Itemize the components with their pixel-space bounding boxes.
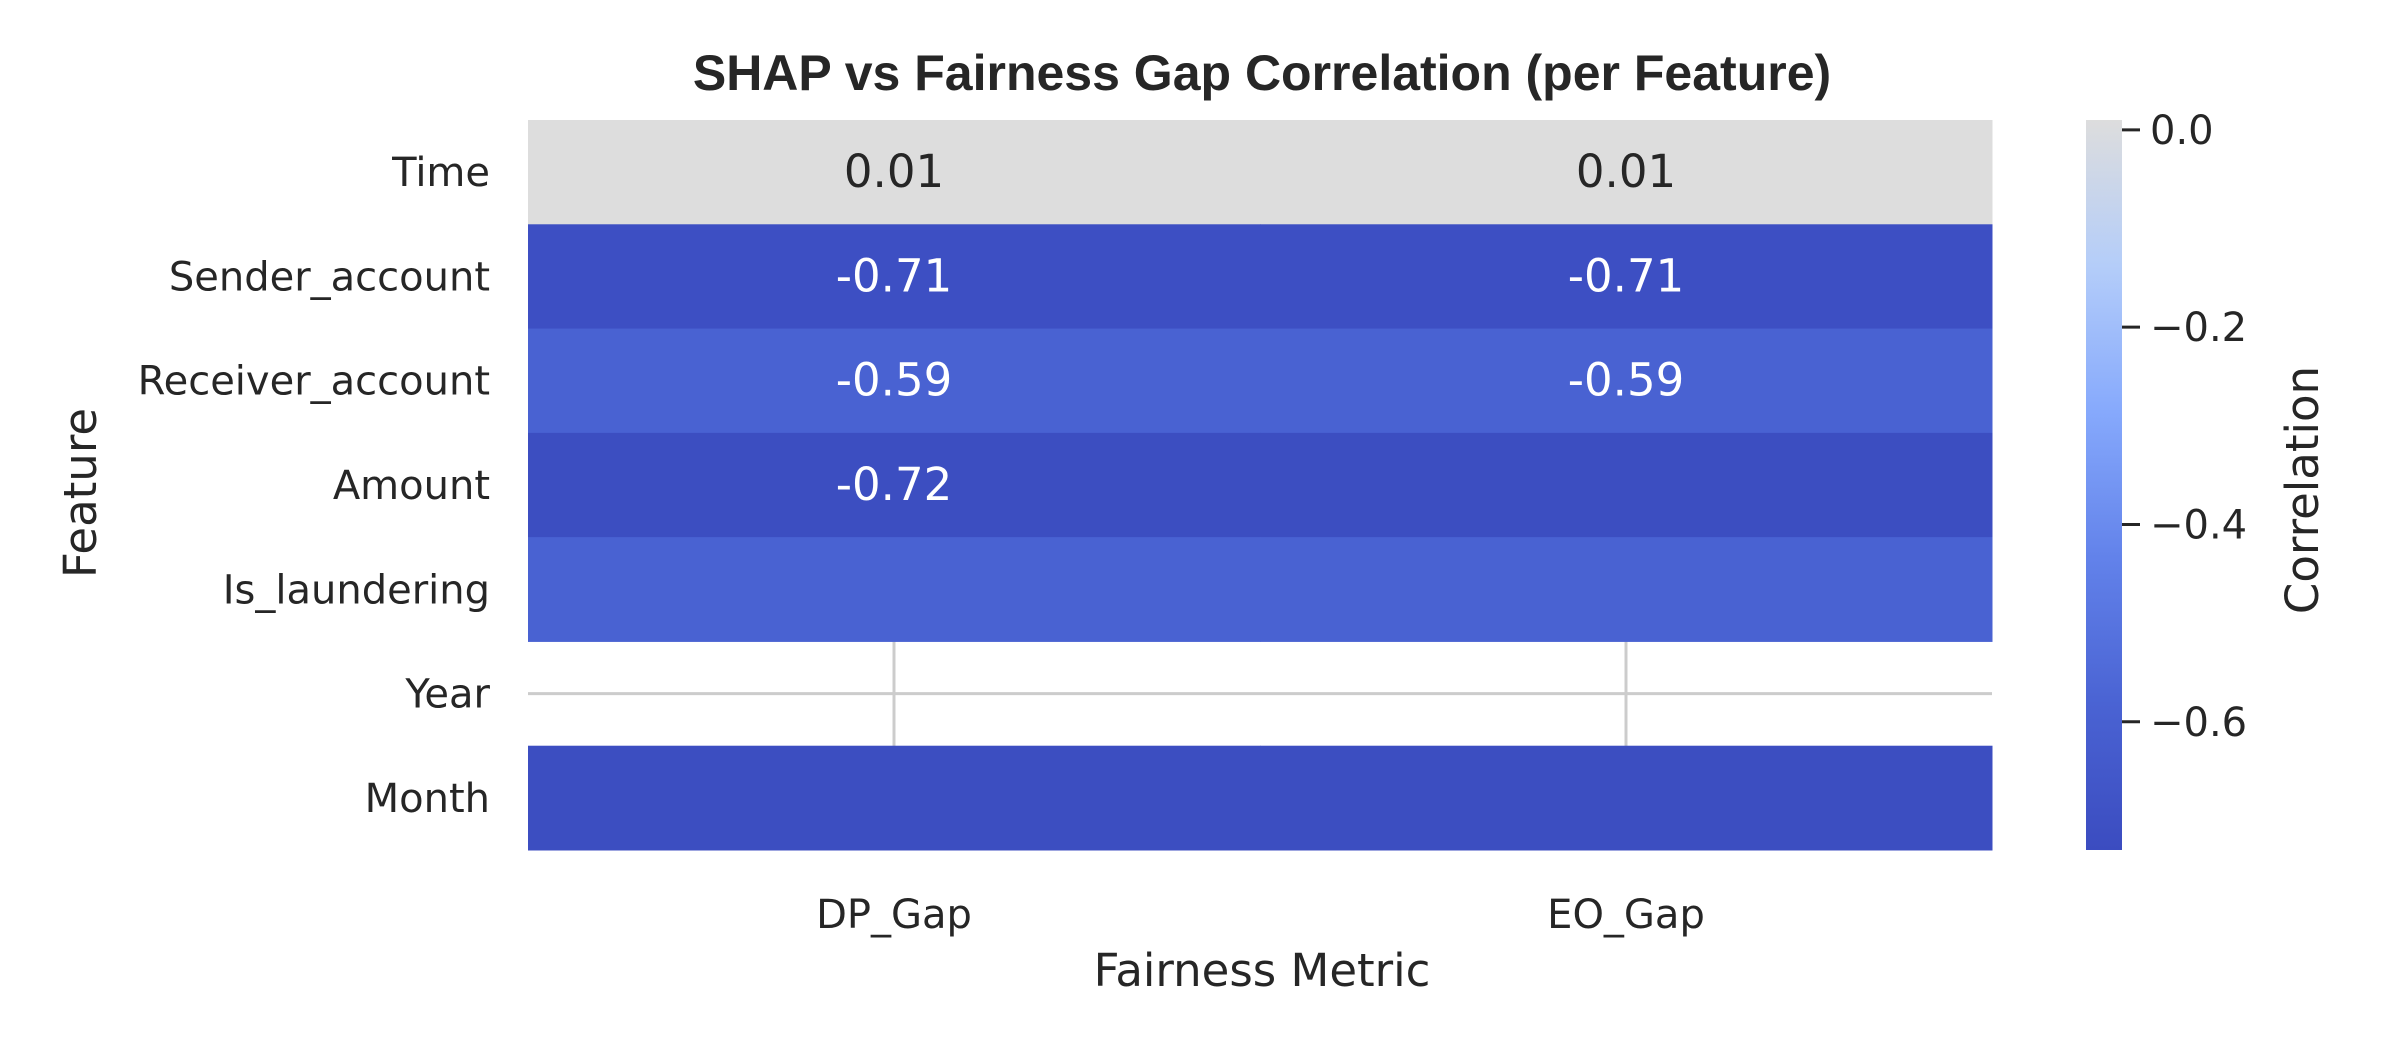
heatmap-cell [528,224,1261,330]
y-axis-label: Feature [54,408,107,578]
cell-annotations: 0.01 0.01 -0.71 -0.71 -0.59 -0.59 -0.72 [836,145,1684,511]
x-axis-label: Fairness Metric [1094,944,1431,997]
y-tick-label: Time [391,150,490,196]
y-tick-label: Sender_account [169,254,490,300]
colorbar-gradient [2086,120,2122,850]
cell-annotation: -0.71 [836,249,952,302]
x-tick-labels: DP_Gap EO_Gap [816,892,1705,938]
colorbar-label: Correlation [2276,366,2329,614]
heatmap-cell [1260,328,1993,434]
colorbar-tick-label: −0.4 [2150,502,2247,548]
y-tick-label: Receiver_account [138,359,490,405]
y-tick-label: Amount [333,463,490,509]
x-tick-label: EO_Gap [1547,892,1705,938]
cell-annotation: -0.59 [1568,354,1684,407]
heatmap-cell [528,537,1261,642]
colorbar-tick-label: −0.2 [2150,305,2247,351]
y-tick-label: Year [404,672,490,718]
colorbar-tick-label: −0.6 [2150,700,2247,746]
heatmap-cell [1260,537,1993,642]
colorbar-tick-label: 0.0 [2150,108,2214,154]
heatmap-cell [528,745,1261,851]
heatmap-cell [1260,120,1993,225]
y-tick-label: Is_laundering [223,567,490,613]
y-tick-label: Month [365,776,490,822]
chart-title: SHAP vs Fairness Gap Correlation (per Fe… [693,45,1831,101]
cell-annotation: -0.71 [1568,249,1684,302]
heatmap-cell [1260,745,1993,851]
heatmap-cell [528,120,1261,225]
x-tick-label: DP_Gap [816,892,972,938]
heatmap-cell [1260,224,1993,330]
cell-annotation: -0.59 [836,354,952,407]
heatmap-cell [528,432,1261,538]
colorbar: 0.0 −0.2 −0.4 −0.6 Correlation [2086,108,2329,850]
cell-annotation: -0.72 [836,458,952,511]
heatmap-cell [1260,432,1993,538]
cell-annotation: 0.01 [844,145,944,198]
heatmap-cell [528,328,1261,434]
colorbar-ticks: 0.0 −0.2 −0.4 −0.6 [2122,108,2247,746]
y-tick-labels: Time Sender_account Receiver_account Amount… [138,150,491,822]
heatmap-cells [528,120,1993,851]
cell-annotation: 0.01 [1576,145,1676,198]
